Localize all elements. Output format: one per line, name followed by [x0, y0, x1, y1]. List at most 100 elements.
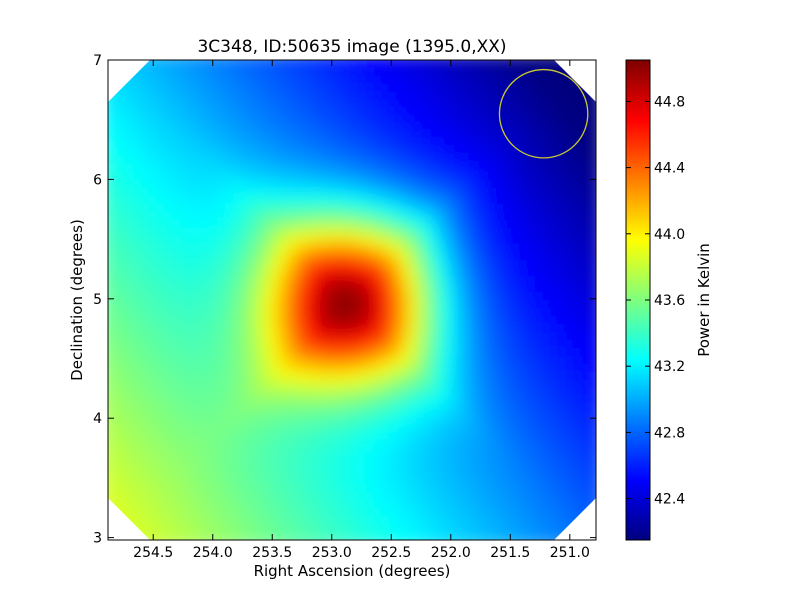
heatmap-cell: [564, 364, 573, 373]
heatmap-cell: [404, 508, 413, 517]
heatmap-cell: [388, 68, 397, 77]
heatmap-cell: [596, 356, 605, 365]
heatmap-cell: [420, 372, 429, 381]
heatmap-cell: [588, 372, 596, 381]
heatmap-cell: [452, 524, 461, 533]
heatmap-cell: [508, 236, 517, 245]
heatmap-cell: [476, 132, 485, 141]
heatmap-cell: [436, 276, 445, 285]
heatmap-cell: [180, 420, 189, 429]
heatmap-cell: [276, 516, 285, 525]
heatmap-cell: [124, 388, 133, 397]
heatmap-cell: [524, 228, 533, 237]
heatmap-cell: [300, 108, 309, 117]
heatmap-cell: [164, 244, 173, 253]
heatmap-cell: [196, 244, 205, 253]
heatmap-cell: [452, 332, 461, 341]
heatmap-cell: [452, 260, 461, 269]
heatmap-cell: [260, 436, 269, 445]
heatmap-cell: [404, 284, 413, 293]
heatmap-cell: [212, 220, 221, 229]
heatmap-cell: [572, 156, 581, 165]
heatmap-cell: [372, 84, 381, 93]
heatmap-cell: [188, 308, 197, 317]
heatmap-cell: [412, 172, 421, 181]
heatmap-cell: [332, 164, 341, 173]
heatmap-cell: [572, 428, 581, 437]
heatmap-cell: [156, 356, 165, 365]
heatmap-cell: [388, 84, 397, 93]
heatmap-cell: [116, 124, 125, 133]
heatmap-cell: [548, 68, 557, 77]
heatmap-cell: [428, 84, 437, 93]
heatmap-cell: [508, 316, 517, 325]
heatmap-cell: [148, 492, 157, 501]
heatmap-cell: [404, 292, 413, 301]
heatmap-cell: [364, 124, 373, 133]
heatmap-cell: [436, 84, 445, 93]
heatmap-cell: [372, 124, 381, 133]
heatmap-cell: [172, 68, 181, 77]
heatmap-cell: [148, 196, 157, 205]
heatmap-cell: [404, 156, 413, 165]
heatmap-cell: [476, 68, 485, 77]
heatmap-cell: [172, 132, 181, 141]
heatmap-cell: [132, 188, 141, 197]
heatmap-cell: [532, 364, 541, 373]
heatmap-cell: [340, 116, 349, 125]
heatmap-cell: [388, 124, 397, 133]
heatmap-cell: [412, 124, 421, 133]
heatmap-cell: [540, 108, 549, 117]
heatmap-cell: [156, 156, 165, 165]
heatmap-cell: [124, 100, 133, 109]
heatmap-cell: [196, 108, 205, 117]
heatmap-cell: [500, 140, 509, 149]
heatmap-cell: [524, 348, 533, 357]
heatmap-cell: [180, 396, 189, 405]
heatmap-cell: [460, 284, 469, 293]
heatmap-cell: [508, 60, 517, 69]
heatmap-cell: [116, 524, 125, 533]
heatmap-cell: [468, 420, 477, 429]
heatmap-cell: [580, 60, 589, 69]
heatmap-cell: [548, 252, 557, 261]
heatmap-cell: [316, 76, 325, 85]
heatmap-cell: [508, 108, 517, 117]
heatmap-cell: [292, 348, 301, 357]
heatmap-cell: [516, 508, 525, 517]
heatmap-cell: [524, 180, 533, 189]
heatmap-cell: [324, 252, 333, 261]
heatmap-cell: [132, 68, 141, 77]
heatmap-cell: [372, 92, 381, 101]
heatmap-cell: [380, 284, 389, 293]
heatmap-cell: [348, 284, 357, 293]
heatmap-cell: [212, 204, 221, 213]
heatmap-cell: [404, 196, 413, 205]
heatmap-cell: [172, 476, 181, 485]
heatmap-cell: [116, 132, 125, 141]
heatmap-cell: [444, 148, 453, 157]
heatmap-cell: [548, 92, 557, 101]
heatmap-cell: [540, 396, 549, 405]
heatmap-cell: [540, 268, 549, 277]
heatmap-cell: [572, 148, 581, 157]
heatmap-cell: [108, 396, 109, 405]
heatmap-cell: [500, 500, 509, 509]
heatmap-cell: [588, 300, 596, 309]
heatmap-cell: [236, 476, 245, 485]
heatmap-cell: [244, 516, 253, 525]
heatmap-cell: [596, 292, 605, 301]
heatmap-cell: [140, 396, 149, 405]
heatmap-cell: [132, 524, 141, 533]
heatmap-cell: [588, 396, 596, 405]
heatmap-cell: [428, 332, 437, 341]
heatmap-cell: [284, 220, 293, 229]
heatmap-cell: [540, 140, 549, 149]
heatmap-cell: [396, 484, 405, 493]
heatmap-cell: [172, 204, 181, 213]
heatmap-cell: [260, 420, 269, 429]
heatmap-cell: [532, 540, 541, 549]
heatmap-cell: [196, 364, 205, 373]
heatmap-cell: [220, 76, 229, 85]
heatmap-cell: [132, 396, 141, 405]
